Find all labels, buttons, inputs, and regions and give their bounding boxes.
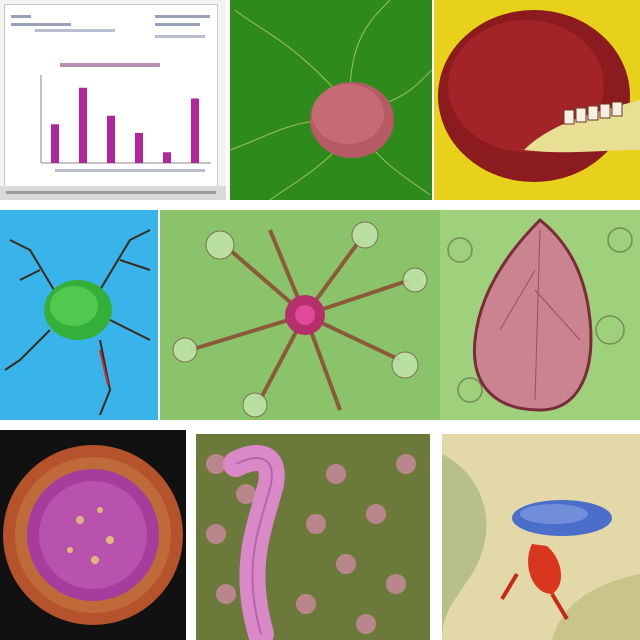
tile-branching-cell-on-green bbox=[160, 210, 440, 420]
tile-blue-red-creature bbox=[442, 434, 640, 640]
chart-bar bbox=[135, 132, 143, 163]
chart-bar bbox=[51, 124, 59, 163]
chart-bar bbox=[191, 98, 199, 163]
tile-pink-worm-on-tissue bbox=[196, 434, 430, 640]
chart-bar bbox=[107, 115, 115, 163]
bar-chart bbox=[11, 15, 211, 172]
tile-red-organ-with-teeth bbox=[434, 0, 640, 200]
chart-bar bbox=[163, 152, 171, 163]
chart-bar bbox=[79, 87, 87, 163]
tile-pink-cell-on-green bbox=[230, 0, 432, 200]
chart-footer-bar bbox=[0, 186, 226, 200]
tile-bar-chart-screenshot bbox=[0, 0, 226, 200]
tile-purple-cell-with-cilia bbox=[0, 430, 186, 640]
tile-green-neuron-on-blue bbox=[0, 210, 158, 420]
tile-pink-tissue-section bbox=[440, 210, 640, 420]
chart-panel bbox=[4, 4, 218, 188]
